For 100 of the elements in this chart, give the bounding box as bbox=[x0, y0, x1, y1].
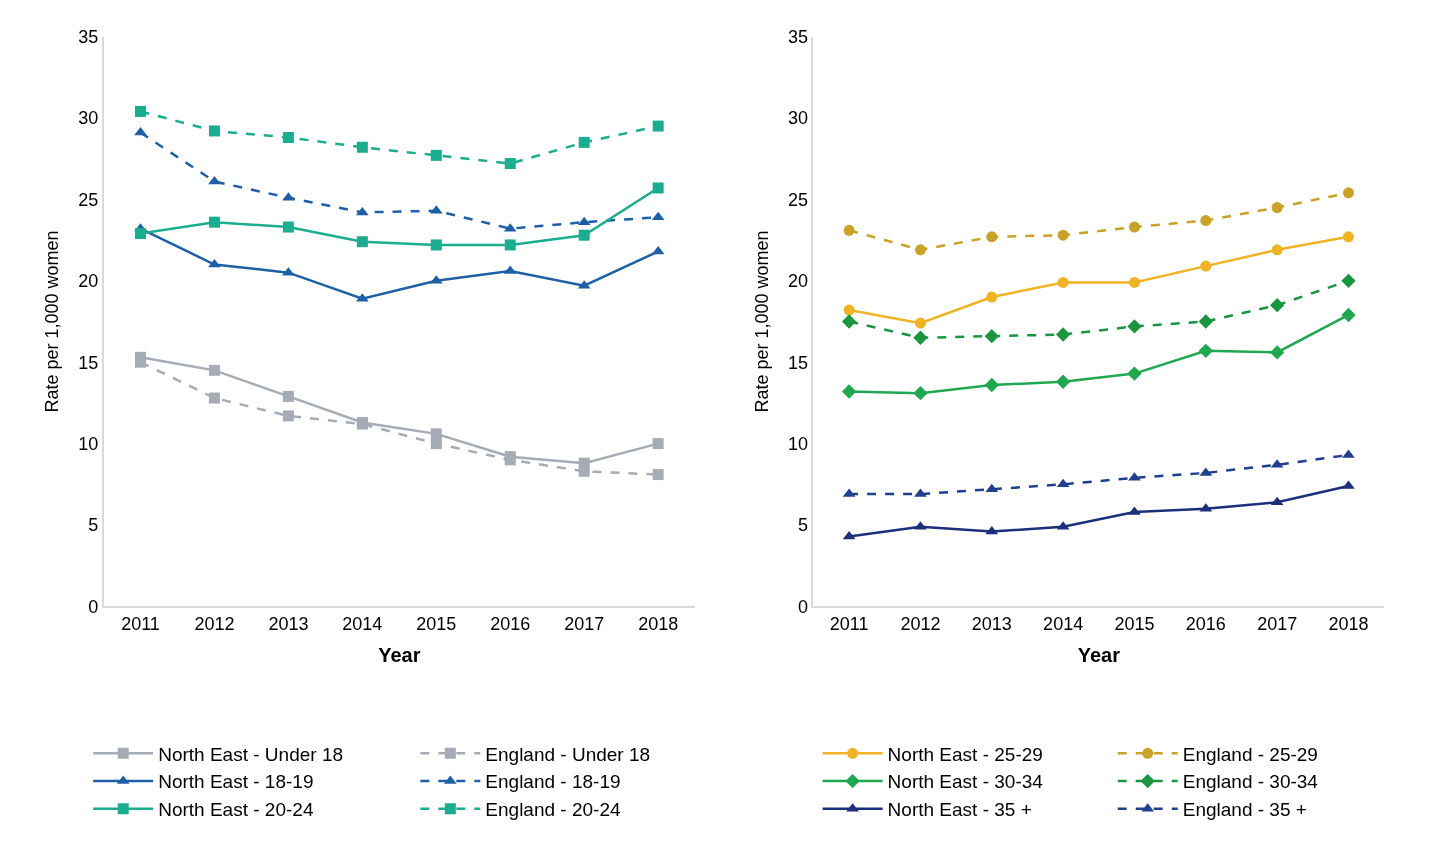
point bbox=[282, 390, 294, 402]
point bbox=[504, 239, 516, 251]
point bbox=[430, 438, 442, 450]
x-axis-title: Year bbox=[1077, 643, 1121, 666]
point bbox=[914, 244, 926, 256]
point bbox=[842, 530, 856, 540]
point bbox=[1342, 231, 1354, 243]
point bbox=[843, 224, 855, 236]
point bbox=[1200, 260, 1212, 272]
legend-label: North East - Under 18 bbox=[158, 743, 344, 765]
point bbox=[1055, 327, 1071, 342]
point bbox=[1127, 366, 1142, 381]
x-tick-label: 2014 bbox=[1043, 613, 1084, 634]
x-tick-label: 2011 bbox=[829, 613, 869, 634]
point bbox=[135, 228, 146, 240]
point bbox=[356, 141, 368, 153]
legend-label: England - 18-19 bbox=[485, 771, 621, 793]
point bbox=[282, 410, 294, 422]
point bbox=[282, 221, 294, 233]
x-tick-label: 2018 bbox=[1328, 613, 1369, 634]
y-tick-label: 15 bbox=[78, 352, 99, 373]
y-tick-label: 25 bbox=[788, 189, 809, 210]
point bbox=[652, 438, 664, 450]
point bbox=[841, 384, 857, 399]
legend-label: England - 30-34 bbox=[1182, 771, 1319, 793]
point bbox=[843, 304, 855, 316]
point bbox=[913, 330, 928, 345]
y-tick-label: 5 bbox=[88, 515, 99, 536]
point bbox=[578, 136, 590, 148]
y-tick-label: 10 bbox=[788, 433, 809, 454]
legend-label: England - 20-24 bbox=[485, 799, 621, 821]
point bbox=[208, 392, 220, 404]
point bbox=[430, 239, 442, 251]
y-tick-label: 0 bbox=[798, 596, 809, 617]
point bbox=[356, 236, 368, 248]
point bbox=[913, 385, 928, 401]
legend-label: North East - 35 + bbox=[887, 799, 1032, 821]
point bbox=[651, 211, 665, 221]
point bbox=[504, 158, 516, 170]
point bbox=[652, 469, 664, 481]
point bbox=[651, 245, 665, 255]
point bbox=[1127, 319, 1142, 334]
y-tick-label: 20 bbox=[788, 271, 809, 292]
y-tick-label: 20 bbox=[78, 271, 99, 292]
legend-label: England - Under 18 bbox=[485, 743, 651, 765]
y-tick-label: 35 bbox=[78, 26, 99, 47]
x-tick-label: 2016 bbox=[490, 613, 531, 634]
point bbox=[1056, 478, 1070, 488]
x-tick-label: 2012 bbox=[194, 613, 235, 634]
legend-label: England - 25-29 bbox=[1182, 743, 1318, 765]
x-tick-label: 2015 bbox=[416, 613, 457, 634]
x-tick-label: 2016 bbox=[1185, 613, 1226, 634]
point bbox=[1341, 273, 1356, 288]
point bbox=[1128, 276, 1140, 288]
point bbox=[1200, 215, 1212, 227]
point bbox=[208, 125, 220, 137]
y-tick-label: 30 bbox=[78, 108, 99, 129]
x-tick-label: 2018 bbox=[638, 613, 679, 634]
y-axis-title: Rate per 1,000 women bbox=[751, 230, 772, 413]
point bbox=[430, 428, 442, 440]
point bbox=[1128, 221, 1140, 233]
point bbox=[652, 182, 664, 194]
x-tick-label: 2013 bbox=[268, 613, 309, 634]
x-tick-label: 2015 bbox=[1114, 613, 1155, 634]
legend-label: North East - 18-19 bbox=[158, 771, 314, 793]
point bbox=[208, 175, 221, 185]
y-tick-label: 0 bbox=[88, 596, 99, 617]
x-axis-title: Year bbox=[378, 643, 421, 666]
point bbox=[1341, 307, 1356, 323]
x-tick-label: 2013 bbox=[971, 613, 1012, 634]
x-tick-label: 2011 bbox=[121, 613, 160, 634]
point bbox=[208, 216, 220, 228]
point bbox=[1271, 244, 1283, 256]
point bbox=[986, 291, 998, 303]
point bbox=[986, 231, 998, 243]
point bbox=[356, 206, 369, 216]
point bbox=[1055, 374, 1071, 389]
point bbox=[1198, 343, 1213, 358]
point bbox=[1057, 229, 1069, 241]
point bbox=[652, 120, 664, 132]
legend-label: England - 35 + bbox=[1182, 799, 1307, 821]
point bbox=[430, 149, 442, 161]
y-tick-label: 10 bbox=[78, 433, 99, 454]
point bbox=[914, 317, 926, 329]
point bbox=[1342, 187, 1354, 199]
x-tick-label: 2012 bbox=[900, 613, 941, 634]
y-tick-label: 35 bbox=[788, 26, 809, 47]
x-tick-label: 2017 bbox=[564, 613, 605, 634]
point bbox=[984, 377, 999, 393]
point bbox=[578, 465, 590, 477]
point bbox=[1271, 202, 1283, 213]
point bbox=[984, 329, 999, 344]
y-tick-label: 25 bbox=[78, 189, 99, 210]
point bbox=[1057, 276, 1069, 288]
point bbox=[1198, 314, 1213, 329]
y-tick-label: 30 bbox=[788, 108, 809, 129]
legend-label: North East - 25-29 bbox=[887, 743, 1043, 765]
y-tick-label: 15 bbox=[788, 352, 809, 373]
point bbox=[282, 131, 294, 143]
x-tick-label: 2014 bbox=[342, 613, 383, 634]
